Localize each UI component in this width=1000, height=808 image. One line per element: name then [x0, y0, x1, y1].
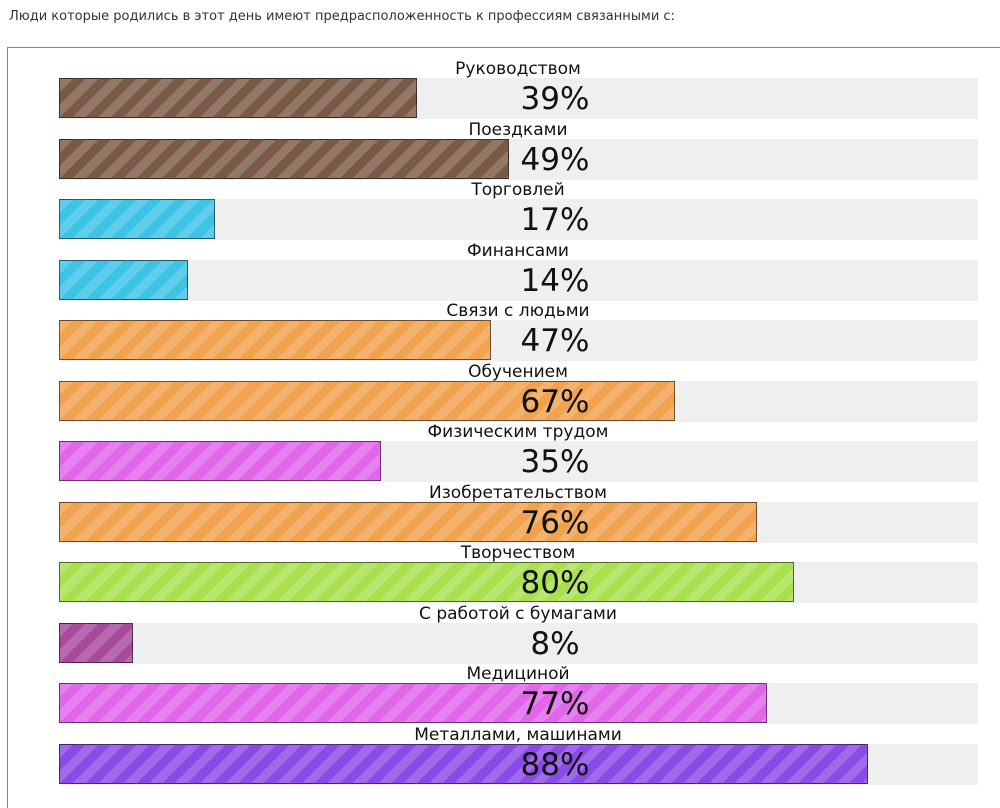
- bar-category-label: Финансами: [467, 240, 569, 261]
- bar-track: [59, 320, 978, 361]
- bar: [59, 78, 417, 118]
- bar: [59, 501, 757, 542]
- bar-category-label: Изобретательством: [429, 482, 607, 503]
- bar-category-label: Торговлей: [471, 180, 565, 200]
- bar-track: [59, 259, 978, 301]
- bar: [59, 683, 767, 723]
- bar-row: Творчеством 80%: [0, 543, 1000, 604]
- bar-value-label: 17%: [520, 202, 590, 238]
- bar-category-label: Творчеством: [460, 543, 576, 563]
- page-heading: Люди которые родились в этот день имеют …: [9, 9, 675, 24]
- bar: [59, 441, 381, 481]
- bar-category-label: Обучением: [468, 361, 568, 382]
- bar-category-label: Физическим трудом: [427, 422, 609, 442]
- bar: [59, 562, 794, 602]
- bar: [59, 259, 188, 300]
- bar-track: [59, 138, 978, 180]
- bar-row: Металлами, машинами 88%: [0, 725, 1000, 786]
- bar-value-label: 8%: [530, 625, 580, 662]
- bar-track: [59, 78, 978, 119]
- bar-track: [59, 380, 978, 422]
- bar: [59, 199, 215, 239]
- bar-track: [59, 501, 978, 543]
- bar-value-label: 80%: [520, 565, 590, 601]
- bar-track: [59, 683, 978, 724]
- bar-row: Финансами 14%: [0, 241, 1000, 302]
- bar-row: С работой с бумагами 8%: [0, 604, 1000, 665]
- bar-track: [59, 622, 978, 664]
- bar-category-label: Связи с людьми: [446, 301, 590, 321]
- bar: [59, 380, 675, 421]
- bar-row: Связи с людьми 47%: [0, 301, 1000, 362]
- bar-row: Медициной 77%: [0, 664, 1000, 725]
- bar-category-label: С работой с бумагами: [419, 603, 617, 624]
- bar-value-label: 39%: [520, 81, 590, 117]
- bar-track: [59, 743, 978, 785]
- bar-row: Обучением 67%: [0, 362, 1000, 423]
- bar: [59, 622, 133, 663]
- bar: [59, 743, 868, 784]
- bar-value-label: 76%: [520, 504, 590, 541]
- bar-track: [59, 562, 978, 603]
- bar-category-label: Медициной: [466, 664, 570, 684]
- bar: [59, 320, 491, 360]
- bar-category-label: Поездками: [468, 119, 568, 140]
- bar-value-label: 49%: [520, 141, 590, 178]
- bar-row: Физическим трудом 35%: [0, 422, 1000, 483]
- bar-category-label: Металлами, машинами: [414, 724, 622, 745]
- bar-row: Изобретательством 76%: [0, 483, 1000, 544]
- bar-track: [59, 441, 978, 482]
- bar-value-label: 77%: [520, 686, 590, 722]
- bar-row: Руководством 39%: [0, 59, 1000, 120]
- bar-value-label: 67%: [520, 383, 590, 420]
- bar-value-label: 14%: [520, 262, 590, 299]
- bar-row: Торговлей 17%: [0, 180, 1000, 241]
- bar-value-label: 35%: [520, 444, 590, 480]
- bar-value-label: 88%: [520, 746, 590, 783]
- bar-row: Поездками 49%: [0, 120, 1000, 181]
- bar: [59, 138, 509, 179]
- bar-category-label: Руководством: [455, 59, 581, 79]
- bar-track: [59, 199, 978, 240]
- bar-value-label: 47%: [520, 323, 590, 359]
